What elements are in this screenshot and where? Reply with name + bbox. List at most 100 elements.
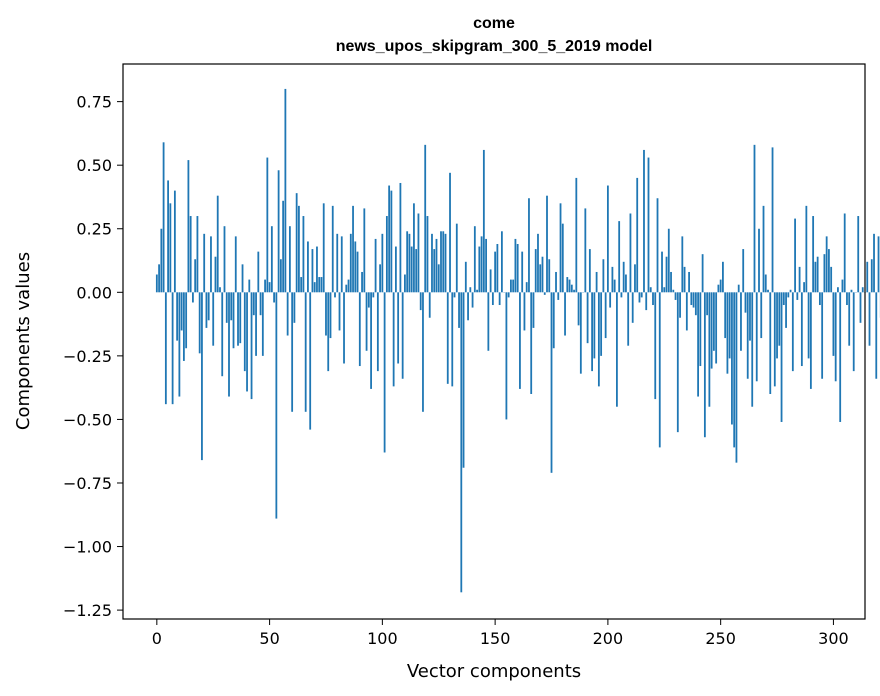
- bar-282: [791, 292, 794, 372]
- bar-241: [699, 292, 702, 367]
- bar-28: [219, 287, 221, 293]
- x-tick-label-1: 50: [259, 629, 279, 648]
- bar-299: [830, 266, 833, 293]
- bar-223: [658, 292, 661, 448]
- bar-304: [841, 279, 844, 293]
- bar-181: [564, 292, 566, 336]
- bar-120: [426, 216, 429, 293]
- bar-4: [164, 292, 167, 405]
- bar-26: [214, 256, 217, 293]
- bar-147: [487, 292, 490, 351]
- bar-19: [198, 292, 201, 354]
- bar-155: [505, 292, 508, 420]
- bar-37: [239, 292, 242, 344]
- bar-66: [304, 292, 307, 412]
- bar-279: [785, 292, 787, 328]
- bar-246: [710, 292, 713, 369]
- bar-72: [318, 277, 321, 293]
- bar-116: [417, 213, 420, 293]
- bar-295: [821, 292, 824, 379]
- bar-118: [422, 292, 424, 412]
- bar-156: [507, 292, 510, 298]
- bar-78: [331, 205, 334, 293]
- bar-93: [365, 292, 368, 351]
- bar-265: [753, 144, 756, 293]
- bar-49: [266, 157, 269, 293]
- bar-228: [670, 271, 672, 293]
- bar-281: [789, 289, 792, 293]
- bar-13: [185, 292, 188, 349]
- bar-297: [825, 236, 828, 293]
- bar-230: [674, 292, 677, 300]
- bar-5: [167, 180, 169, 293]
- bar-94: [367, 292, 370, 308]
- bar-16: [192, 292, 194, 303]
- bar-177: [555, 271, 557, 293]
- bar-244: [706, 292, 709, 316]
- bar-306: [846, 292, 848, 306]
- bar-315: [866, 261, 869, 293]
- bar-233: [681, 236, 684, 293]
- bar-110: [404, 274, 406, 293]
- bar-319: [875, 292, 878, 379]
- bar-30: [223, 226, 226, 293]
- x-tick-label-3: 150: [480, 629, 511, 648]
- bar-2: [160, 228, 163, 293]
- bar-198: [602, 259, 605, 293]
- bar-140: [471, 292, 474, 308]
- bar-50: [268, 282, 271, 293]
- bar-178: [557, 292, 560, 300]
- bar-238: [692, 292, 695, 308]
- bar-137: [464, 261, 467, 293]
- bar-257: [735, 292, 738, 463]
- bar-73: [320, 277, 323, 293]
- bar-20: [201, 292, 203, 461]
- bar-267: [758, 228, 760, 293]
- bar-15: [189, 216, 192, 293]
- bar-205: [618, 221, 621, 293]
- bar-206: [620, 292, 623, 298]
- bar-222: [656, 198, 659, 293]
- bar-166: [530, 292, 533, 394]
- x-tick-label-6: 300: [818, 629, 849, 648]
- bar-40: [246, 292, 248, 392]
- bar-143: [478, 246, 481, 293]
- bar-192: [588, 249, 591, 293]
- bar-221: [654, 292, 657, 400]
- bar-188: [579, 292, 582, 374]
- bar-258: [737, 284, 740, 293]
- bar-193: [591, 292, 593, 372]
- bar-57: [284, 88, 287, 293]
- bar-298: [828, 249, 830, 293]
- bar-202: [611, 266, 614, 293]
- y-tick-label-4: −0.25: [63, 347, 112, 366]
- bar-56: [282, 200, 285, 293]
- bar-158: [512, 279, 515, 293]
- bar-23: [207, 292, 210, 321]
- bar-245: [708, 292, 711, 407]
- bar-89: [356, 251, 359, 293]
- bar-255: [731, 292, 733, 425]
- bar-217: [645, 292, 648, 311]
- bar-305: [843, 213, 846, 293]
- bar-36: [237, 292, 239, 346]
- bar-43: [252, 292, 255, 316]
- bar-71: [316, 246, 318, 293]
- bar-242: [701, 254, 704, 293]
- bar-119: [424, 144, 427, 293]
- bar-308: [850, 289, 853, 293]
- bar-131: [451, 292, 454, 387]
- bar-96: [372, 292, 375, 298]
- bar-128: [444, 233, 447, 293]
- bar-296: [823, 254, 826, 293]
- bar-21: [203, 233, 206, 293]
- bar-33: [230, 292, 233, 321]
- bar-153: [500, 231, 503, 293]
- y-tick-label-5: −0.50: [63, 410, 112, 429]
- bar-191: [586, 292, 589, 344]
- bar-210: [629, 213, 632, 293]
- bar-90: [358, 292, 361, 367]
- bar-286: [800, 292, 803, 367]
- y-tick-label-6: −0.75: [63, 474, 112, 493]
- bar-114: [413, 203, 415, 293]
